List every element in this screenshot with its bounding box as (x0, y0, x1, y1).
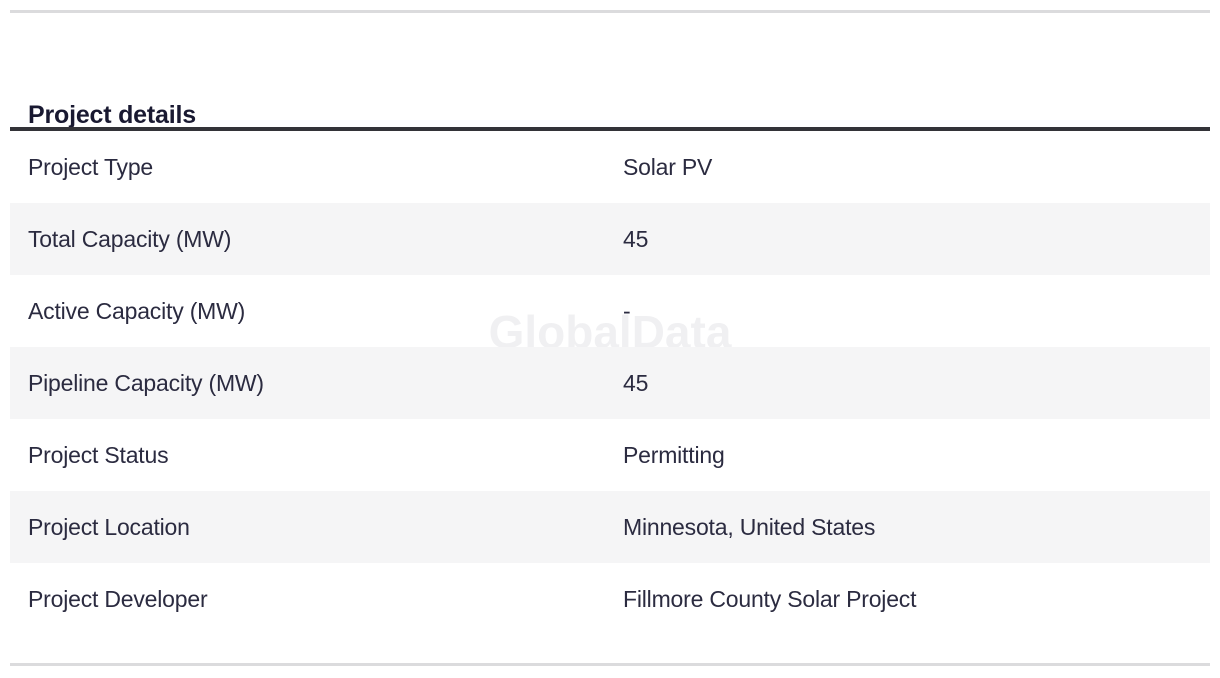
row-value: Solar PV (623, 153, 713, 180)
row-value: Permitting (623, 441, 725, 468)
table-row: Project Developer Fillmore County Solar … (10, 563, 1210, 635)
row-label: Pipeline Capacity (MW) (28, 369, 264, 396)
row-label: Project Developer (28, 585, 208, 612)
table-row: Pipeline Capacity (MW) 45 (10, 347, 1210, 419)
row-label: Active Capacity (MW) (28, 297, 246, 324)
top-divider (10, 10, 1210, 13)
row-label: Project Location (28, 513, 190, 540)
table-header-rule (10, 127, 1210, 131)
table-row: Total Capacity (MW) 45 (10, 203, 1210, 275)
table-row: Project Location Minnesota, United State… (10, 491, 1210, 563)
row-value: Fillmore County Solar Project (623, 585, 917, 612)
row-value: 45 (623, 369, 649, 396)
row-value: 45 (623, 225, 649, 252)
section-title: Project details (28, 100, 196, 129)
row-value: - (623, 297, 631, 324)
table-row: Active Capacity (MW) - (10, 275, 1210, 347)
table-row: Project Status Permitting (10, 419, 1210, 491)
row-label: Project Type (28, 153, 154, 180)
row-label: Project Status (28, 441, 169, 468)
row-value: Minnesota, United States (623, 513, 876, 540)
bottom-divider (10, 663, 1210, 666)
project-details-table: Project Type Solar PV Total Capacity (MW… (10, 131, 1210, 635)
table-row: Project Type Solar PV (10, 131, 1210, 203)
row-label: Total Capacity (MW) (28, 225, 232, 252)
